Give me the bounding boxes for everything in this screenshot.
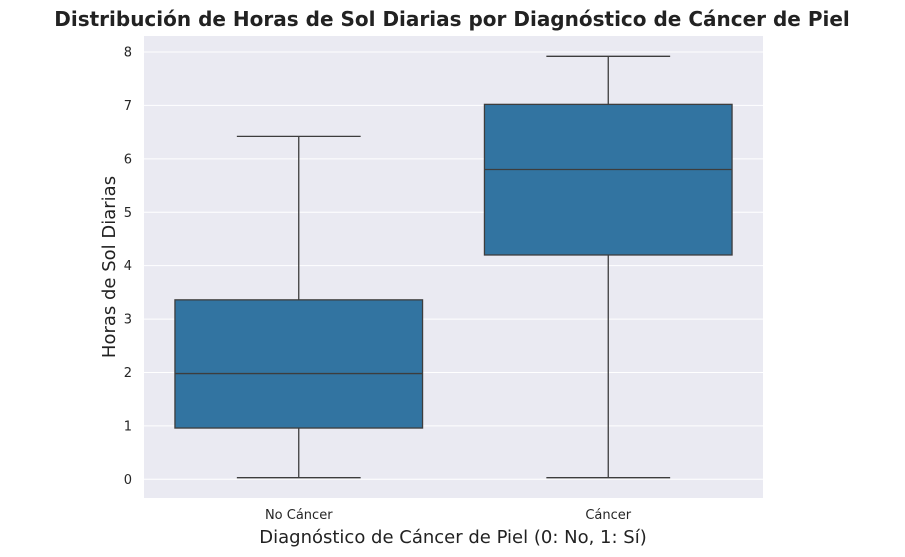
y-axis-label: Horas de Sol Diarias <box>99 176 120 358</box>
y-tick-label: 2 <box>124 366 132 381</box>
x-tick-label: Cáncer <box>585 508 631 523</box>
x-tick-labels: No Cáncer Cáncer <box>265 508 632 523</box>
y-tick-labels: 0 1 2 3 4 5 6 7 8 <box>124 46 132 488</box>
iqr-box <box>174 299 424 429</box>
x-axis-label: Diagnóstico de Cáncer de Piel (0: No, 1:… <box>259 527 646 548</box>
x-tick-label: No Cáncer <box>265 508 333 523</box>
y-tick-label: 6 <box>124 152 132 167</box>
iqr-box <box>483 103 733 256</box>
y-tick-label: 4 <box>124 259 132 274</box>
y-tick-label: 8 <box>124 46 132 61</box>
chart-title: Distribución de Horas de Sol Diarias por… <box>54 7 850 31</box>
box-1 <box>174 135 424 479</box>
y-tick-label: 3 <box>124 313 132 328</box>
y-tick-label: 0 <box>124 473 132 488</box>
y-tick-label: 1 <box>124 419 132 434</box>
box-plots <box>174 55 733 479</box>
y-tick-label: 5 <box>124 206 132 221</box>
y-tick-label: 7 <box>124 99 132 114</box>
box-2 <box>483 55 733 479</box>
